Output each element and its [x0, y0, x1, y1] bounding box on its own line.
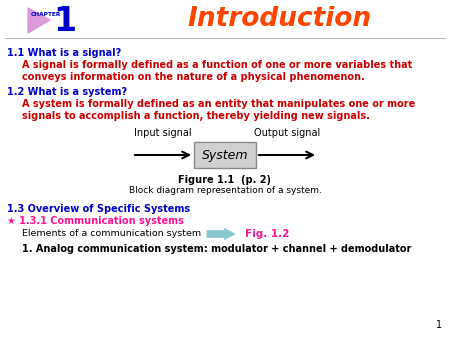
- Text: 1: 1: [53, 5, 76, 38]
- Text: Block diagram representation of a system.: Block diagram representation of a system…: [129, 186, 321, 195]
- Text: Figure 1.1  (p. 2): Figure 1.1 (p. 2): [179, 175, 271, 185]
- Polygon shape: [207, 228, 235, 240]
- Text: 1: 1: [436, 320, 442, 330]
- Text: 1.1 What is a signal?: 1.1 What is a signal?: [7, 48, 121, 58]
- Text: CHAPTER: CHAPTER: [31, 12, 61, 17]
- Bar: [194, 142, 256, 168]
- Text: A system is formally defined as an entity that manipulates one or more: A system is formally defined as an entit…: [22, 99, 415, 109]
- Text: 1.3 Overview of Specific Systems: 1.3 Overview of Specific Systems: [7, 204, 190, 214]
- Text: 1. Analog communication system: modulator + channel + demodulator: 1. Analog communication system: modulato…: [22, 244, 411, 254]
- Text: Elements of a communication system: Elements of a communication system: [22, 229, 201, 238]
- Text: 1.2 What is a system?: 1.2 What is a system?: [7, 87, 127, 97]
- Text: ★ 1.3.1 Communication systems: ★ 1.3.1 Communication systems: [7, 216, 184, 226]
- Text: Introduction: Introduction: [188, 6, 372, 32]
- Text: Output signal: Output signal: [254, 128, 320, 138]
- Polygon shape: [28, 8, 50, 33]
- Text: signals to accomplish a function, thereby yielding new signals.: signals to accomplish a function, thereb…: [22, 111, 370, 121]
- Text: Fig. 1.2: Fig. 1.2: [245, 229, 289, 239]
- Text: System: System: [202, 148, 248, 162]
- Text: Input signal: Input signal: [134, 128, 192, 138]
- Text: conveys information on the nature of a physical phenomenon.: conveys information on the nature of a p…: [22, 72, 365, 82]
- Text: A signal is formally defined as a function of one or more variables that: A signal is formally defined as a functi…: [22, 60, 412, 70]
